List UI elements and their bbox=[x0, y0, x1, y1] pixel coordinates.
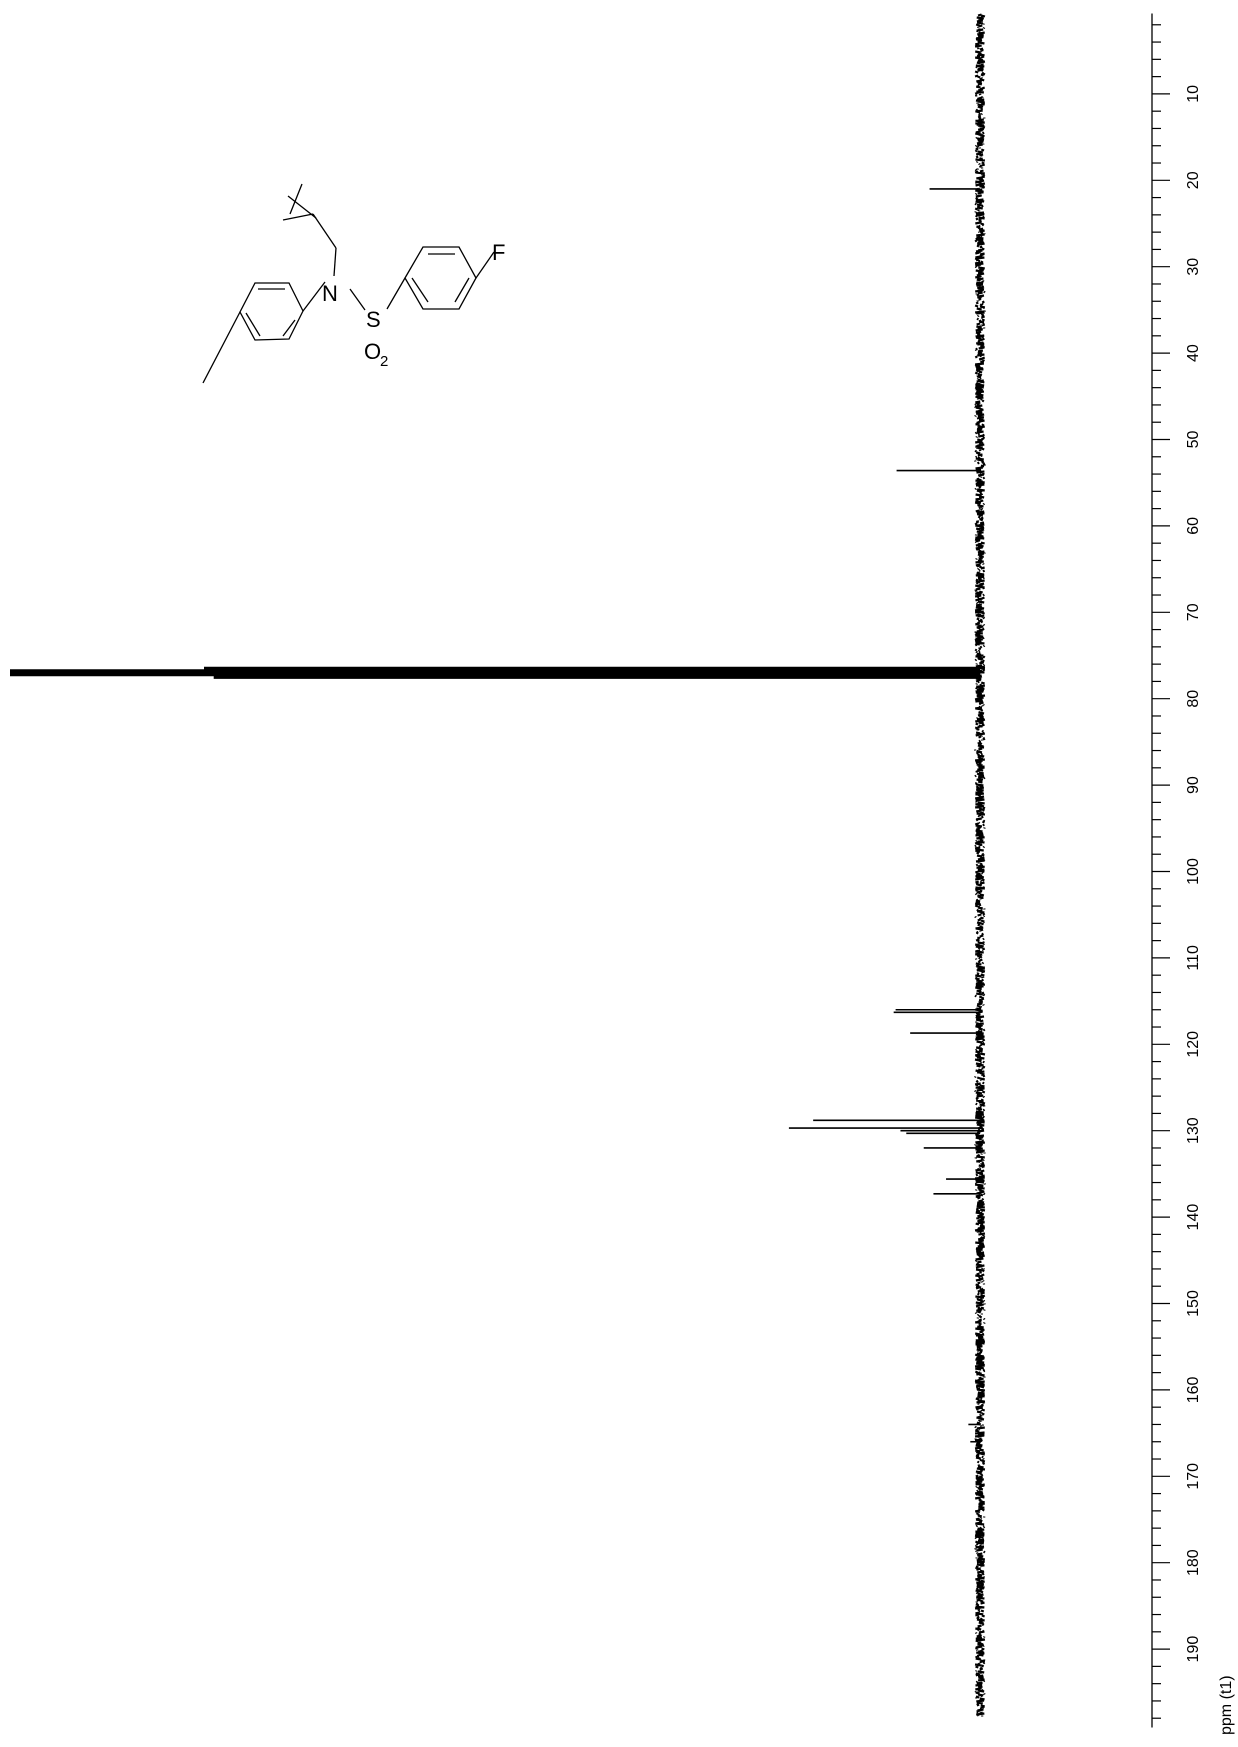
tick-label-40: 40 bbox=[1185, 344, 1202, 362]
peaks bbox=[10, 188, 980, 1443]
baseline-noise-trace bbox=[973, 13, 986, 1717]
baseline-noise bbox=[973, 13, 986, 1717]
oxygen-count-subscript: 2 bbox=[380, 353, 388, 370]
fluorine-label: F bbox=[492, 240, 505, 265]
tick-label-100: 100 bbox=[1185, 858, 1202, 885]
tick-label-130: 130 bbox=[1185, 1117, 1202, 1144]
tick-label-70: 70 bbox=[1185, 603, 1202, 621]
tick-label-160: 160 bbox=[1185, 1376, 1202, 1403]
tick-label-30: 30 bbox=[1185, 258, 1202, 276]
chemical-structure: N S O 2 F bbox=[202, 183, 505, 384]
axis-label: ppm (t1) bbox=[1218, 1675, 1235, 1735]
sulfur-label: S bbox=[366, 307, 381, 332]
oxygen-label: O bbox=[364, 339, 381, 364]
tick-label-50: 50 bbox=[1185, 431, 1202, 449]
tick-label-180: 180 bbox=[1185, 1549, 1202, 1576]
tick-label-120: 120 bbox=[1185, 1031, 1202, 1058]
tick-label-110: 110 bbox=[1185, 945, 1202, 971]
tick-label-140: 140 bbox=[1185, 1204, 1202, 1231]
tick-label-150: 150 bbox=[1185, 1290, 1202, 1317]
tick-label-60: 60 bbox=[1185, 517, 1202, 535]
ppm-axis: 10 20 30 40 50 60 70 80 90 100 110 120 130 140 150 160 1… bbox=[1151, 13, 1202, 1728]
tick-label-10: 10 bbox=[1185, 85, 1202, 103]
nitrogen-label: N bbox=[322, 281, 338, 306]
tick-label-80: 80 bbox=[1185, 690, 1202, 708]
tick-label-20: 20 bbox=[1185, 171, 1202, 189]
tick-label-170: 170 bbox=[1185, 1463, 1202, 1490]
tick-label-190: 190 bbox=[1185, 1636, 1202, 1663]
tick-label-90: 90 bbox=[1185, 776, 1202, 794]
